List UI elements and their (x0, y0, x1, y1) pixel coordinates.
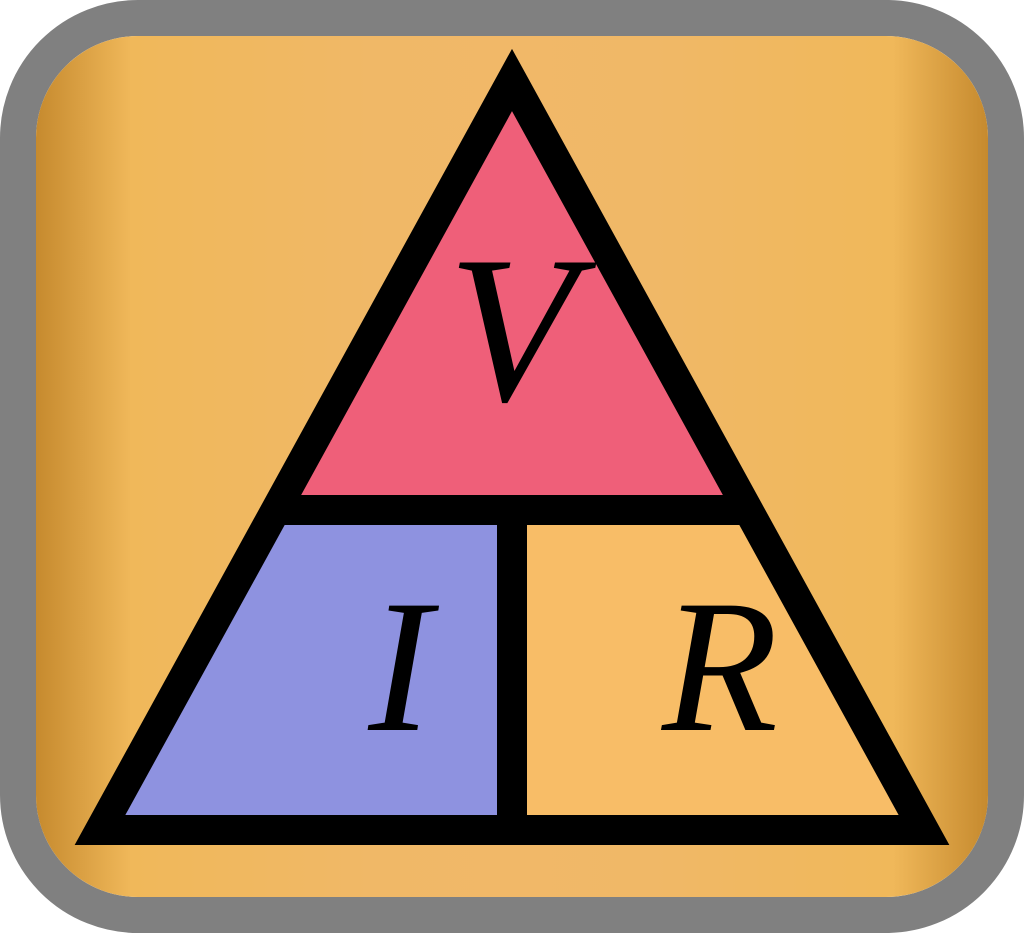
label-resistance: R (660, 562, 778, 772)
label-voltage: V (448, 214, 597, 446)
ohms-law-card: V I R (0, 0, 1024, 933)
label-current: I (367, 562, 439, 772)
ohms-law-diagram: V I R (0, 0, 1024, 933)
